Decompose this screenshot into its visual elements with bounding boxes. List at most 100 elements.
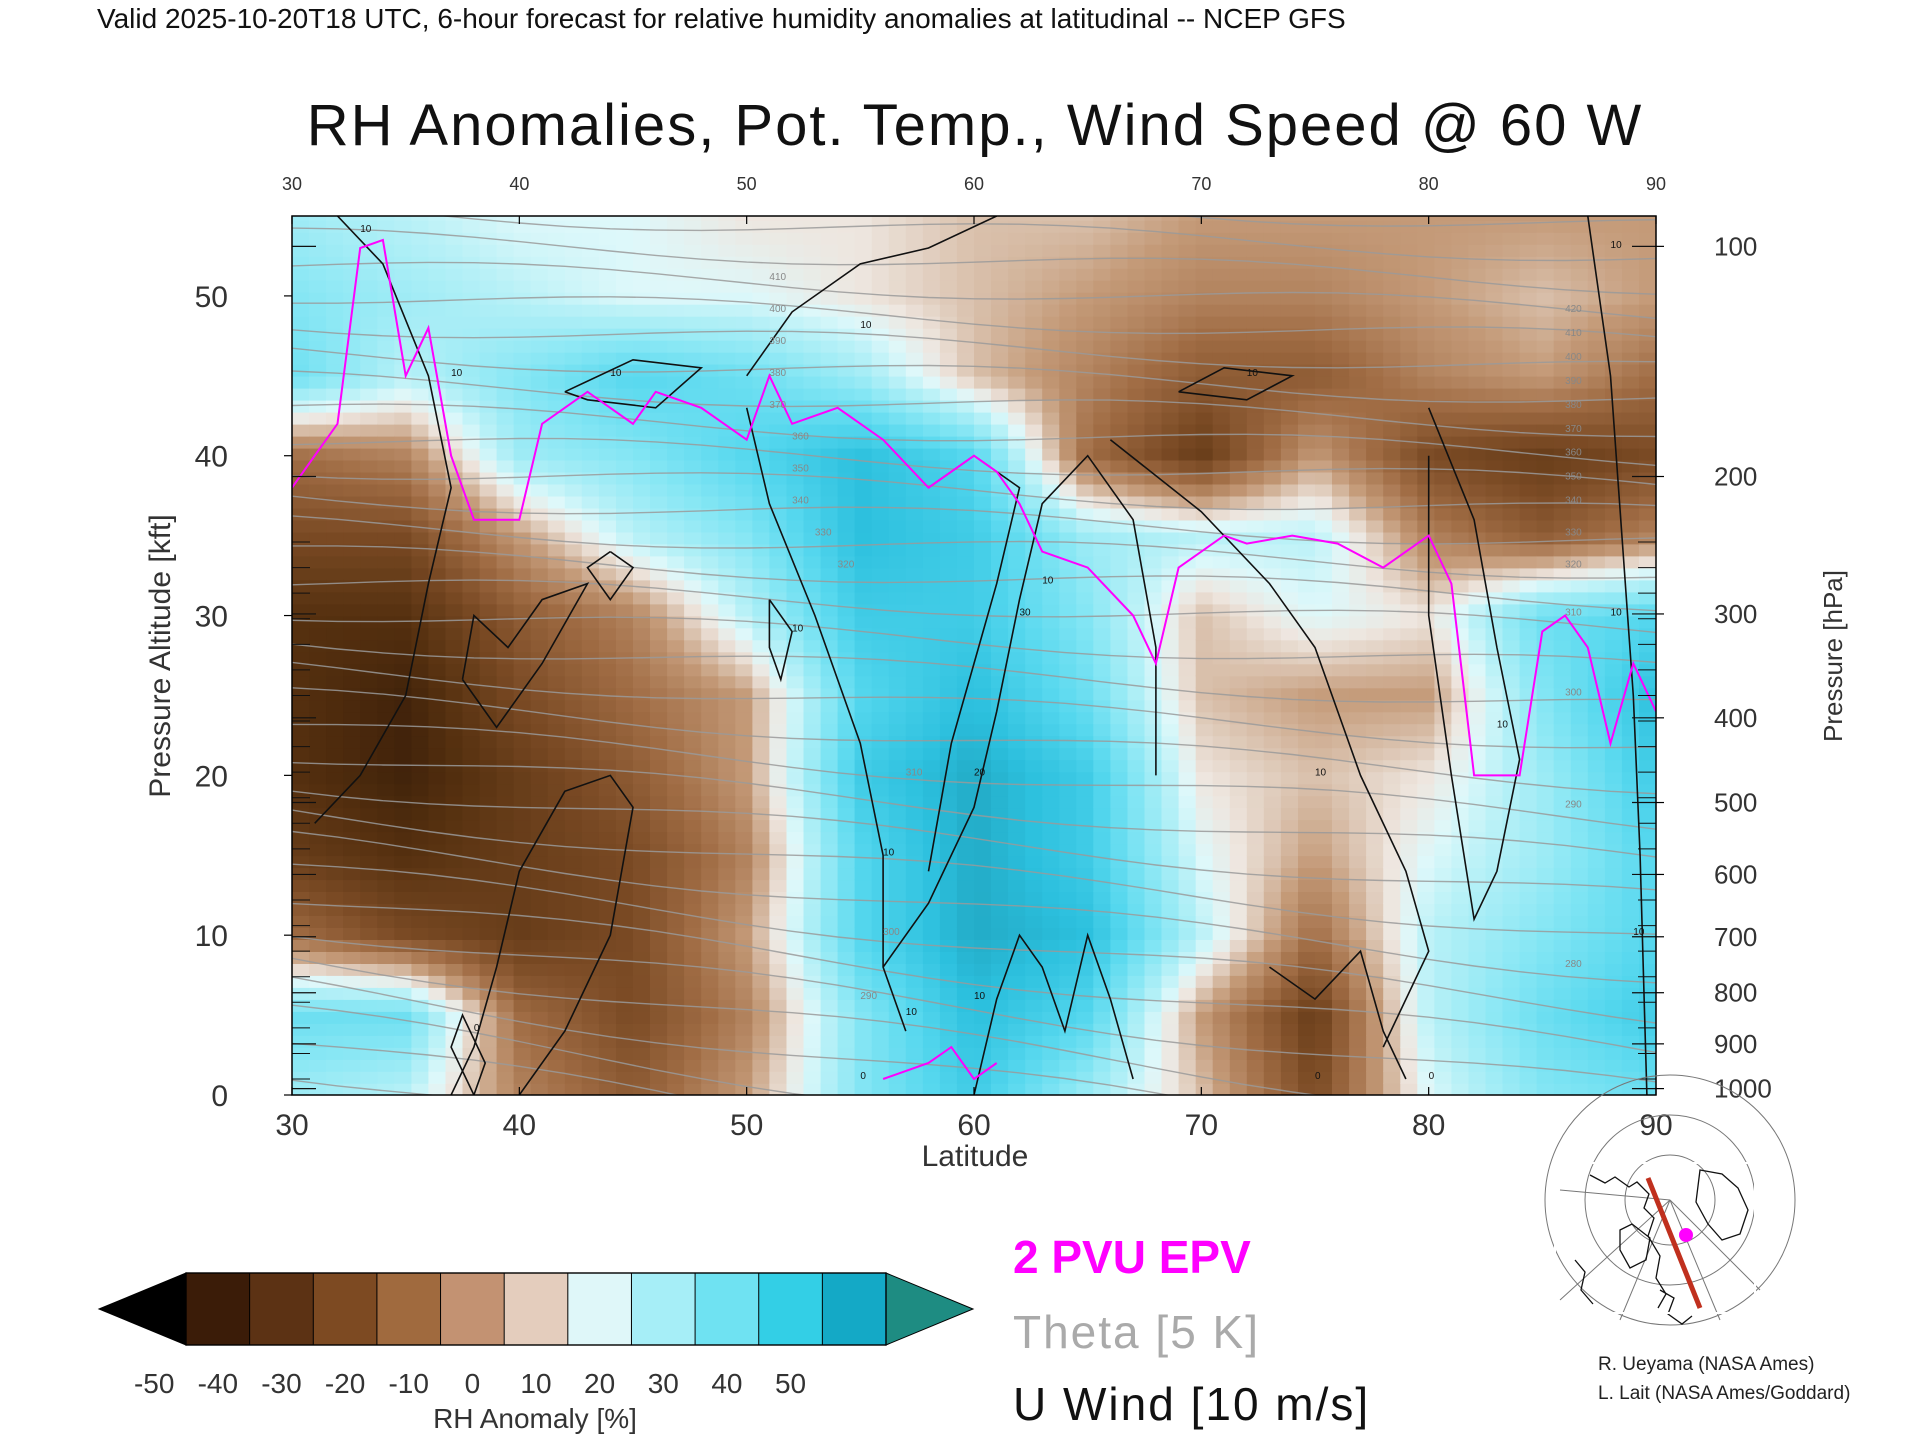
rh-cell [1263, 216, 1282, 221]
rh-cell [1076, 891, 1095, 904]
rh-cell [1008, 495, 1026, 509]
rh-cell [326, 459, 344, 473]
rh-cell [1315, 483, 1333, 497]
rh-cell [1400, 903, 1419, 916]
rh-cell [991, 915, 1009, 928]
rh-cell [939, 759, 958, 773]
rh-cell [1110, 507, 1129, 521]
rh-cell [956, 1059, 975, 1072]
rh-cell [1263, 459, 1282, 473]
rh-cell [1298, 423, 1316, 437]
rh-cell [445, 483, 464, 497]
rh-cell [1280, 855, 1299, 869]
rh-cell [564, 903, 583, 916]
rh-cell [581, 435, 600, 449]
rh-cell [1263, 747, 1282, 761]
rh-cell [1246, 663, 1265, 677]
rh-cell [1093, 339, 1112, 353]
rh-cell [462, 411, 481, 425]
rh-cell [1076, 483, 1095, 497]
rh-cell [1417, 423, 1436, 437]
rh-cell [326, 927, 344, 940]
rh-cell [1042, 771, 1060, 785]
rh-cell [1383, 711, 1401, 725]
rh-cell [1093, 867, 1112, 881]
rh-cell [1263, 615, 1282, 629]
rh-cell [1110, 423, 1129, 437]
rh-cell [752, 279, 771, 293]
rh-cell [991, 1047, 1009, 1060]
rh-cell [428, 963, 447, 976]
rh-cell [1195, 687, 1214, 701]
rh-cell [513, 927, 532, 940]
rh-cell [343, 639, 361, 653]
rh-cell [1110, 615, 1129, 629]
rh-cell [326, 915, 344, 928]
rh-cell [1349, 315, 1367, 329]
rh-cell [462, 723, 481, 737]
rh-cell [564, 471, 583, 485]
rh-cell [1315, 291, 1333, 305]
rh-cell [1059, 747, 1078, 761]
rh-cell [360, 975, 379, 988]
rh-cell [1332, 339, 1350, 353]
rh-cell [377, 855, 396, 869]
rh-cell [616, 232, 634, 245]
rh-cell [922, 927, 941, 940]
rh-cell [854, 531, 873, 545]
rh-cell [326, 387, 344, 401]
rh-cell [1332, 867, 1350, 881]
rh-cell [956, 579, 975, 593]
rh-cell [1008, 351, 1026, 365]
rh-cell [1280, 447, 1299, 461]
rh-cell [735, 915, 754, 928]
rh-cell [581, 216, 600, 221]
rh-cell [530, 783, 549, 797]
rh-cell [309, 339, 327, 353]
rh-cell [752, 627, 771, 641]
rh-cell [564, 495, 583, 509]
rh-cell [718, 651, 737, 665]
rh-cell [888, 1035, 907, 1048]
rh-cell [1280, 939, 1299, 952]
rh-cell [445, 807, 464, 821]
rh-cell [326, 783, 344, 797]
rh-cell [684, 867, 702, 881]
rh-cell [650, 423, 668, 437]
rh-cell [1366, 351, 1384, 365]
rh-cell [1008, 399, 1026, 413]
rh-cell [1400, 747, 1419, 761]
rh-cell [820, 867, 839, 881]
rh-cell [326, 447, 344, 461]
rh-cell [769, 963, 788, 976]
rh-cell [1144, 915, 1163, 928]
rh-cell [1144, 303, 1163, 317]
rh-cell [752, 220, 771, 233]
rh-cell [1366, 303, 1384, 317]
rh-cell [752, 999, 771, 1012]
rh-cell [598, 216, 617, 221]
rh-cell [854, 939, 873, 952]
rh-cell [1229, 771, 1248, 785]
rh-cell [1332, 795, 1350, 809]
rh-cell [735, 351, 754, 365]
rh-cell [547, 351, 566, 365]
rh-cell [1008, 220, 1026, 233]
rh-cell [411, 603, 430, 617]
rh-cell [1417, 927, 1436, 940]
rh-cell [871, 1083, 890, 1095]
rh-cell [650, 507, 668, 521]
rh-cell [445, 615, 464, 629]
rh-cell [803, 1059, 822, 1072]
rh-cell [991, 759, 1009, 773]
rh-cell [905, 435, 924, 449]
rh-cell [1110, 279, 1129, 293]
rh-cell [428, 879, 447, 892]
rh-cell [1110, 267, 1129, 281]
rh-cell [496, 855, 515, 869]
rh-cell [581, 459, 600, 473]
rh-cell [428, 975, 447, 988]
rh-cell [377, 543, 396, 557]
rh-cell [1298, 279, 1316, 293]
rh-cell [360, 1035, 379, 1048]
